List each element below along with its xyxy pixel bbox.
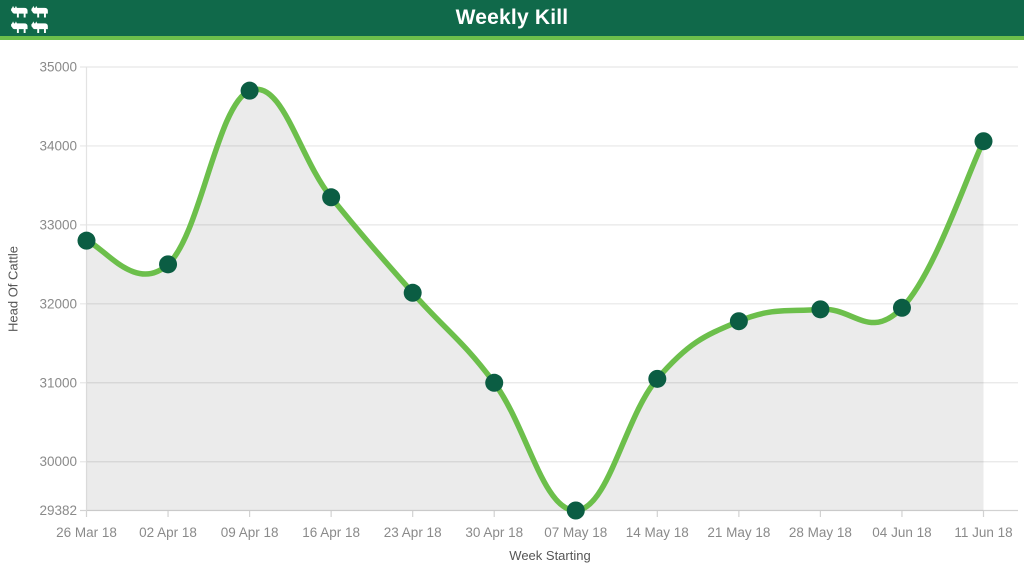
- data-point[interactable]: [811, 300, 830, 319]
- x-tick-label: 23 Apr 18: [384, 525, 442, 540]
- page-title: Weekly Kill: [455, 6, 569, 29]
- data-point[interactable]: [648, 369, 667, 388]
- data-point[interactable]: [403, 283, 422, 302]
- data-point[interactable]: [892, 298, 911, 317]
- x-tick-label: 14 May 18: [626, 525, 689, 540]
- y-tick-label: 35000: [39, 60, 77, 75]
- y-tick-label: 32000: [39, 296, 77, 311]
- y-tick-label: 33000: [39, 217, 77, 232]
- x-tick-label: 30 Apr 18: [465, 525, 523, 540]
- x-tick-label: 11 Jun 18: [954, 525, 1012, 540]
- line-series: [83, 86, 987, 514]
- cattle-herd-icon: [9, 4, 49, 33]
- data-point[interactable]: [729, 312, 748, 331]
- area-fill: [86, 89, 984, 511]
- data-point[interactable]: [159, 255, 178, 274]
- x-tick-label: 16 Apr 18: [302, 525, 360, 540]
- x-axis-title: Week Starting: [509, 548, 591, 563]
- app-header: Weekly Kill: [0, 0, 1024, 40]
- data-point[interactable]: [974, 132, 993, 151]
- data-point[interactable]: [485, 373, 504, 392]
- y-tick-label: 30000: [39, 454, 77, 469]
- x-tick-label: 02 Apr 18: [139, 525, 197, 540]
- y-tick-label: 31000: [39, 375, 77, 390]
- x-tick-label: 09 Apr 18: [221, 525, 279, 540]
- y-tick-label: 34000: [39, 138, 77, 153]
- y-axis-title: Head Of Cattle: [5, 246, 21, 332]
- data-point[interactable]: [322, 188, 341, 207]
- x-tick-label: 04 Jun 18: [872, 525, 931, 540]
- data-point[interactable]: [240, 81, 259, 100]
- data-point[interactable]: [77, 231, 96, 250]
- x-tick-label: 07 May 18: [544, 525, 607, 540]
- x-tick-label: 28 May 18: [789, 525, 852, 540]
- data-point[interactable]: [566, 501, 585, 520]
- x-tick-label: 21 May 18: [707, 525, 770, 540]
- y-tick-label: 29382: [39, 503, 77, 518]
- x-tick-label: 26 Mar 18: [56, 525, 117, 540]
